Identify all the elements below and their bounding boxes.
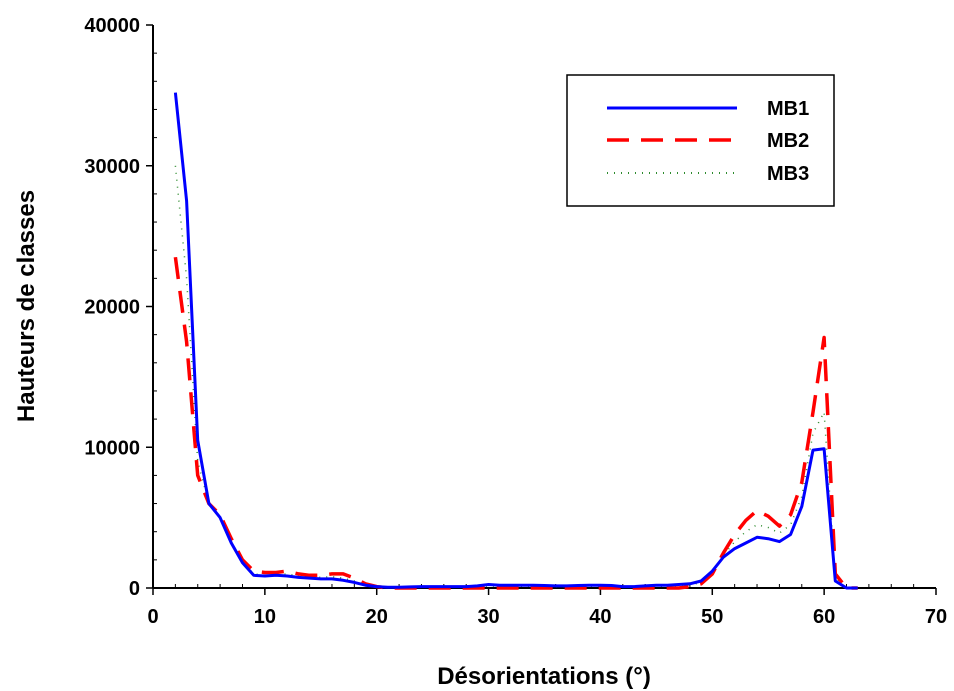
series-line-mb1 (173, 92, 858, 590)
y-axis-title: Hauteurs de classes (13, 190, 40, 422)
y-tick-label: 30000 (84, 156, 140, 178)
x-tick-label: 0 (147, 606, 158, 628)
y-tick-label: 40000 (84, 15, 140, 37)
x-tick-label: 20 (366, 606, 388, 628)
x-ticks: 0 10 20 30 40 50 60 70 (147, 588, 947, 628)
minor-ticks (153, 52, 915, 588)
legend-label-mb1: MB1 (767, 98, 809, 120)
y-tick-label: 20000 (84, 297, 140, 319)
y-ticks: 0 10000 20000 30000 40000 (84, 15, 153, 600)
x-tick-label: 40 (589, 606, 611, 628)
series-line-mb2 (173, 256, 858, 590)
legend: MB1 MB2 MB3 (566, 74, 835, 207)
x-tick-label: 70 (925, 606, 947, 628)
y-tick-label: 10000 (84, 437, 140, 459)
legend-label-mb2: MB2 (767, 130, 809, 152)
x-tick-label: 10 (254, 606, 276, 628)
y-tick-label: 0 (129, 578, 140, 600)
x-axis-title: Désorientations (°) (437, 663, 651, 690)
series-line-mb3 (174, 165, 858, 589)
x-tick-label: 30 (477, 606, 499, 628)
series-layer (173, 92, 858, 590)
x-tick-label: 60 (813, 606, 835, 628)
legend-label-mb3: MB3 (767, 163, 809, 185)
x-tick-label: 50 (701, 606, 723, 628)
legend-items: MB1 MB2 MB3 (607, 98, 809, 185)
